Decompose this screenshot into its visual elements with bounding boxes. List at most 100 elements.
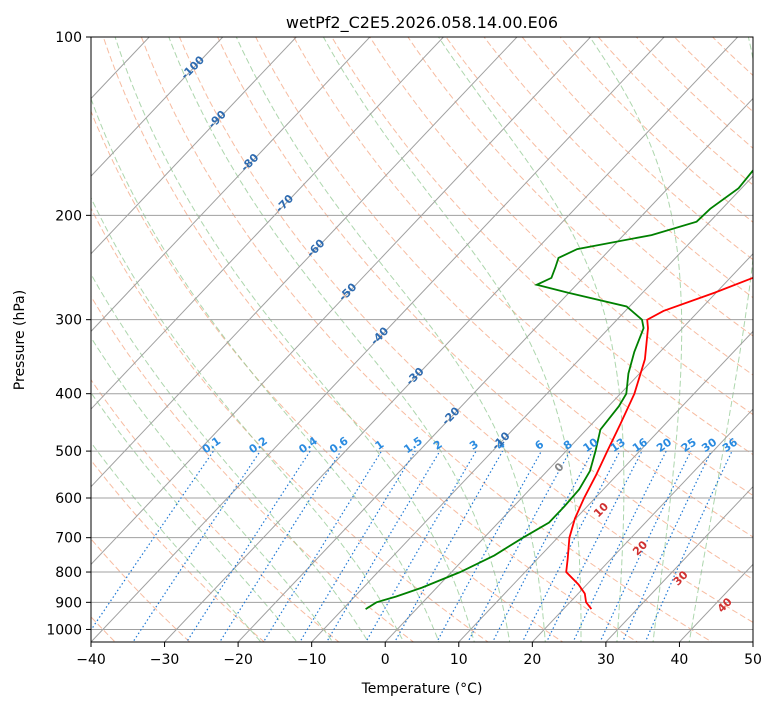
isotherm-line — [384, 253, 753, 642]
isotherm-line — [91, 37, 665, 642]
dry-adiabat — [217, 37, 753, 580]
isotherm-line — [91, 37, 371, 333]
dry-adiabat — [91, 295, 415, 642]
dry-adiabat — [293, 37, 753, 497]
mixing-ratio-line — [644, 450, 733, 642]
dry-adiabat — [711, 37, 753, 77]
dry-adiabat — [407, 37, 753, 376]
mixing-ratio-line — [219, 450, 342, 642]
mixing-ratio-line — [365, 450, 477, 642]
x-axis-label: Temperature (°C) — [361, 681, 483, 697]
dry-adiabat — [91, 207, 489, 642]
isotherm-line — [91, 37, 592, 566]
dewpoint-profile-line — [365, 169, 753, 610]
y-tick-label: 600 — [55, 491, 82, 507]
mixing-ratio-line — [394, 450, 504, 642]
isotherm-line — [458, 330, 753, 642]
chart-title: wetPf2_C2E5.2026.058.14.00.E06 — [286, 13, 558, 33]
x-tick-label: 30 — [597, 652, 615, 668]
isotherm-line — [237, 97, 753, 642]
x-tick-label: 50 — [744, 652, 762, 668]
moist-adiabat — [114, 37, 475, 642]
mixing-ratio-line — [436, 450, 542, 642]
isotherm-line — [531, 408, 753, 642]
y-tick-label: 1000 — [46, 622, 82, 638]
dry-adiabat — [369, 37, 753, 416]
dry-adiabat — [483, 37, 753, 299]
x-tick-label: −10 — [297, 652, 327, 668]
data-layer — [365, 169, 753, 610]
y-tick-label: 700 — [55, 531, 82, 547]
x-tick-label: 40 — [671, 652, 689, 668]
isotherm-line — [91, 37, 445, 410]
x-tick-label: 20 — [523, 652, 541, 668]
dry-adiabat — [91, 110, 564, 642]
mixing-ratio-line — [326, 450, 441, 642]
isotherm-line — [163, 37, 739, 642]
mixing-ratio-label: 30 — [699, 435, 719, 455]
mixing-ratio-line — [545, 450, 643, 642]
y-tick-label: 900 — [55, 595, 82, 611]
mixing-ratio-label: 0.4 — [296, 434, 320, 456]
moist-adiabat — [688, 37, 753, 642]
x-tick-label: 0 — [381, 652, 390, 668]
y-tick-label: 200 — [55, 208, 82, 224]
dry-adiabat — [673, 37, 753, 113]
y-tick-label: 500 — [55, 444, 82, 460]
mixing-ratio-line — [185, 450, 311, 642]
dry-adiabat — [521, 37, 753, 261]
dry-adiabat — [178, 37, 753, 623]
x-tick-label: −40 — [76, 652, 106, 668]
mixing-ratio-line — [262, 450, 383, 642]
dry-adiabat — [140, 37, 713, 642]
x-tick-label: −20 — [223, 652, 253, 668]
moist-adiabat — [91, 273, 369, 642]
mixing-ratio-line — [492, 450, 594, 642]
mixing-ratio-line — [91, 450, 214, 631]
dry-adiabat — [764, 14, 775, 654]
mixing-ratio-label: 25 — [679, 436, 699, 455]
isotherm-line — [678, 563, 753, 642]
mixing-ratio-label: 36 — [720, 435, 740, 455]
x-tick-label: 10 — [450, 652, 468, 668]
isotherm-line — [605, 485, 753, 642]
mixing-ratio-label: 20 — [654, 435, 674, 455]
moist-adiabat — [437, 37, 625, 642]
mixing-ratio-label: 0.1 — [200, 434, 223, 456]
plot-frame — [90, 36, 754, 643]
y-tick-label: 800 — [55, 565, 82, 581]
isotherm-line — [752, 641, 753, 642]
mixing-ratio-label: 2 — [431, 438, 445, 453]
moist-adiabat — [322, 37, 582, 642]
isotherm-line — [91, 37, 298, 255]
isotherm-line — [91, 37, 224, 177]
temperature-profile-line — [565, 276, 753, 610]
mixing-ratio-line — [132, 450, 261, 642]
mixing-ratio-label: 3 — [467, 438, 481, 453]
dry-adiabat — [255, 37, 753, 538]
moist-adiabat — [235, 37, 546, 642]
inline-label-layer: 0.1 0.2 0.4 0.6 1 1.5 2 3 4 6 8 10 13 16 20 25 30 36-100-… — [178, 53, 740, 615]
mixing-ratio-label: 8 — [561, 438, 575, 453]
moist-adiabat — [589, 37, 683, 642]
isotherm-line — [310, 175, 753, 642]
mixing-ratio-label: 1.5 — [401, 434, 424, 456]
mixing-ratio-label: 6 — [533, 438, 547, 453]
mixing-ratio-label: 16 — [630, 435, 650, 455]
dry-adiabat — [559, 37, 753, 223]
zero-isotherm-label: 0 — [552, 460, 567, 475]
y-tick-label: 400 — [55, 387, 82, 403]
mixing-ratio-line — [467, 450, 571, 642]
y-tick-label: 100 — [55, 30, 82, 46]
mixing-ratio-line — [299, 450, 416, 642]
dry-adiabat — [91, 459, 266, 642]
y-tick-label: 300 — [55, 313, 82, 329]
mixing-ratio-label: 0.2 — [247, 434, 270, 456]
dry-adiabat-label: 40 — [715, 595, 735, 615]
dry-adiabat — [91, 538, 191, 642]
moist-adiabat — [91, 97, 440, 642]
mixing-ratio-label: 0.6 — [327, 434, 351, 456]
y-axis-label: Pressure (hPa) — [12, 290, 28, 390]
x-tick-label: −30 — [150, 652, 180, 668]
